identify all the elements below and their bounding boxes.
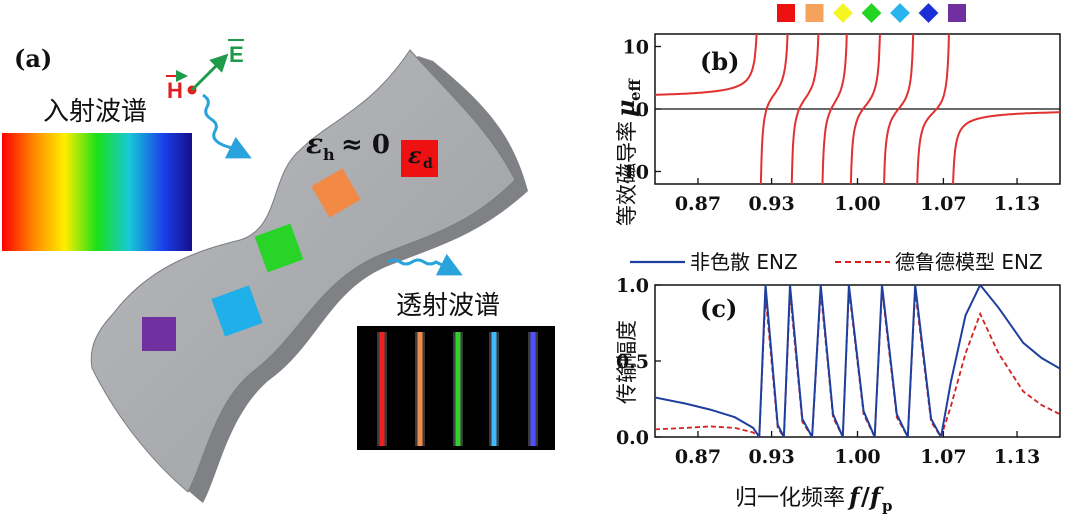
resonance-marker-2 <box>805 4 824 22</box>
resonator-square-3 <box>254 223 304 273</box>
panel-c-ticks: 0.87 0.93 1.00 1.07 1.13 1.0 0.5 0.0 <box>616 275 1040 468</box>
transmitted-line-2 <box>417 332 423 446</box>
resonator-square-4 <box>311 168 361 218</box>
panel-b-ylabel-text: 等效磁导率 <box>615 121 639 226</box>
e-field-arrow <box>190 53 229 92</box>
panel-a-label: (a) <box>14 44 52 73</box>
resonator-square-2 <box>211 285 263 337</box>
resonance-marker-1 <box>777 4 795 22</box>
panel-c-ytick-label: 0.0 <box>616 427 649 449</box>
eps-h-sub: h <box>323 145 335 164</box>
panel-b-xtick-label: 1.07 <box>920 193 966 215</box>
panel-c-ytick-label: 1.0 <box>616 275 649 297</box>
resonance-marker-6 <box>918 3 939 23</box>
panel-c-xlabel: 归一化频率 f / f p <box>735 482 893 515</box>
resonance-legend-markers <box>777 3 966 23</box>
panel-c-xtick-label: 0.87 <box>675 446 721 468</box>
transmission-nondispersive-curve <box>655 285 1060 437</box>
field-vectors: H E <box>166 39 244 103</box>
panel-b-ytick-label: -10 <box>615 162 649 184</box>
resonance-marker-5 <box>890 3 910 23</box>
panel-b-xtick-label: 0.93 <box>748 193 794 215</box>
panel-b-xtick-label: 1.00 <box>834 193 880 215</box>
panel-b-label: (b) <box>700 47 740 76</box>
resonance-marker-3 <box>833 3 853 23</box>
eps-h-rel: ≈ 0 <box>341 130 390 160</box>
panel-c-ylabel: 传输幅度 <box>615 320 639 404</box>
panel-b-ytick-label: 10 <box>623 37 649 59</box>
eps-d-symbol: ε <box>408 143 421 169</box>
resonance-marker-7 <box>948 4 966 22</box>
h-label: H <box>167 78 183 103</box>
incident-wave-icon <box>202 93 252 159</box>
transmitted-line-4 <box>491 332 497 446</box>
transmitted-spectrum-label: 透射波谱 <box>396 291 500 321</box>
transmitted-wave-icon <box>387 253 463 276</box>
transmitted-line-3 <box>455 332 461 446</box>
panel-c-xtick-label: 1.07 <box>920 446 966 468</box>
legend-label-nondispersive: 非色散 ENZ <box>690 250 798 274</box>
transmitted-line-5 <box>530 332 536 446</box>
mu-eff-curve <box>655 34 1060 184</box>
incident-spectrum-bar <box>2 133 192 251</box>
resonance-marker-4 <box>861 3 882 23</box>
transmitted-line-1 <box>379 332 385 446</box>
panel-b-ticks: 0.87 0.93 1.00 1.07 1.13 10 0 -10 <box>615 37 1041 216</box>
eps-h-equation: ε h ≈ 0 <box>306 127 390 164</box>
legend: 非色散 ENZ 德鲁德模型 ENZ <box>630 250 1043 274</box>
panel-b-xtick-label: 0.87 <box>675 193 721 215</box>
panel-b-ylabel-mu: μ <box>611 99 640 117</box>
panel-c-xlabel-slash: / <box>861 482 870 511</box>
panel-b-ylabel: 等效磁导率 μ eff <box>611 77 644 226</box>
transmitted-lines <box>377 332 538 446</box>
eps-h-symbol: ε <box>306 127 323 160</box>
e-label: E <box>229 42 244 67</box>
resonator-squares <box>142 140 438 351</box>
panel-c-xlabel-f2: f <box>868 482 884 511</box>
panel-c-ytick-label: 0.5 <box>616 351 649 373</box>
panel-c-ylabel-text: 传输幅度 <box>615 320 639 404</box>
panel-b-ytick-label: 0 <box>636 99 649 121</box>
panel-c-label: (c) <box>700 294 737 323</box>
incident-spectrum-label: 入射波谱 <box>43 97 147 127</box>
panel-c-xtick-label: 1.00 <box>834 446 880 468</box>
panel-c-xtick-label: 1.13 <box>994 446 1040 468</box>
resonator-square-5 <box>401 140 438 177</box>
resonator-square-1 <box>142 317 176 351</box>
eps-d-sub: d <box>423 156 433 172</box>
panel-c: (c) 0.87 0.93 1.00 1.07 1.13 1.0 0.5 0.0 传输幅度 归… <box>615 275 1061 515</box>
panel-c-xlabel-sub: p <box>882 497 893 515</box>
panel-b-xtick-label: 1.13 <box>994 193 1040 215</box>
legend-label-drude: 德鲁德模型 ENZ <box>895 250 1043 274</box>
panel-c-xlabel-f: f <box>847 482 863 511</box>
panel-c-xlabel-text: 归一化频率 <box>735 486 845 511</box>
panel-b: (b) 0.87 0.93 1.00 1.07 1.13 10 0 -10 等效磁导率 μ e… <box>611 33 1061 226</box>
panel-b-ylabel-sub: eff <box>626 77 644 101</box>
panel-c-xtick-label: 0.93 <box>748 446 794 468</box>
